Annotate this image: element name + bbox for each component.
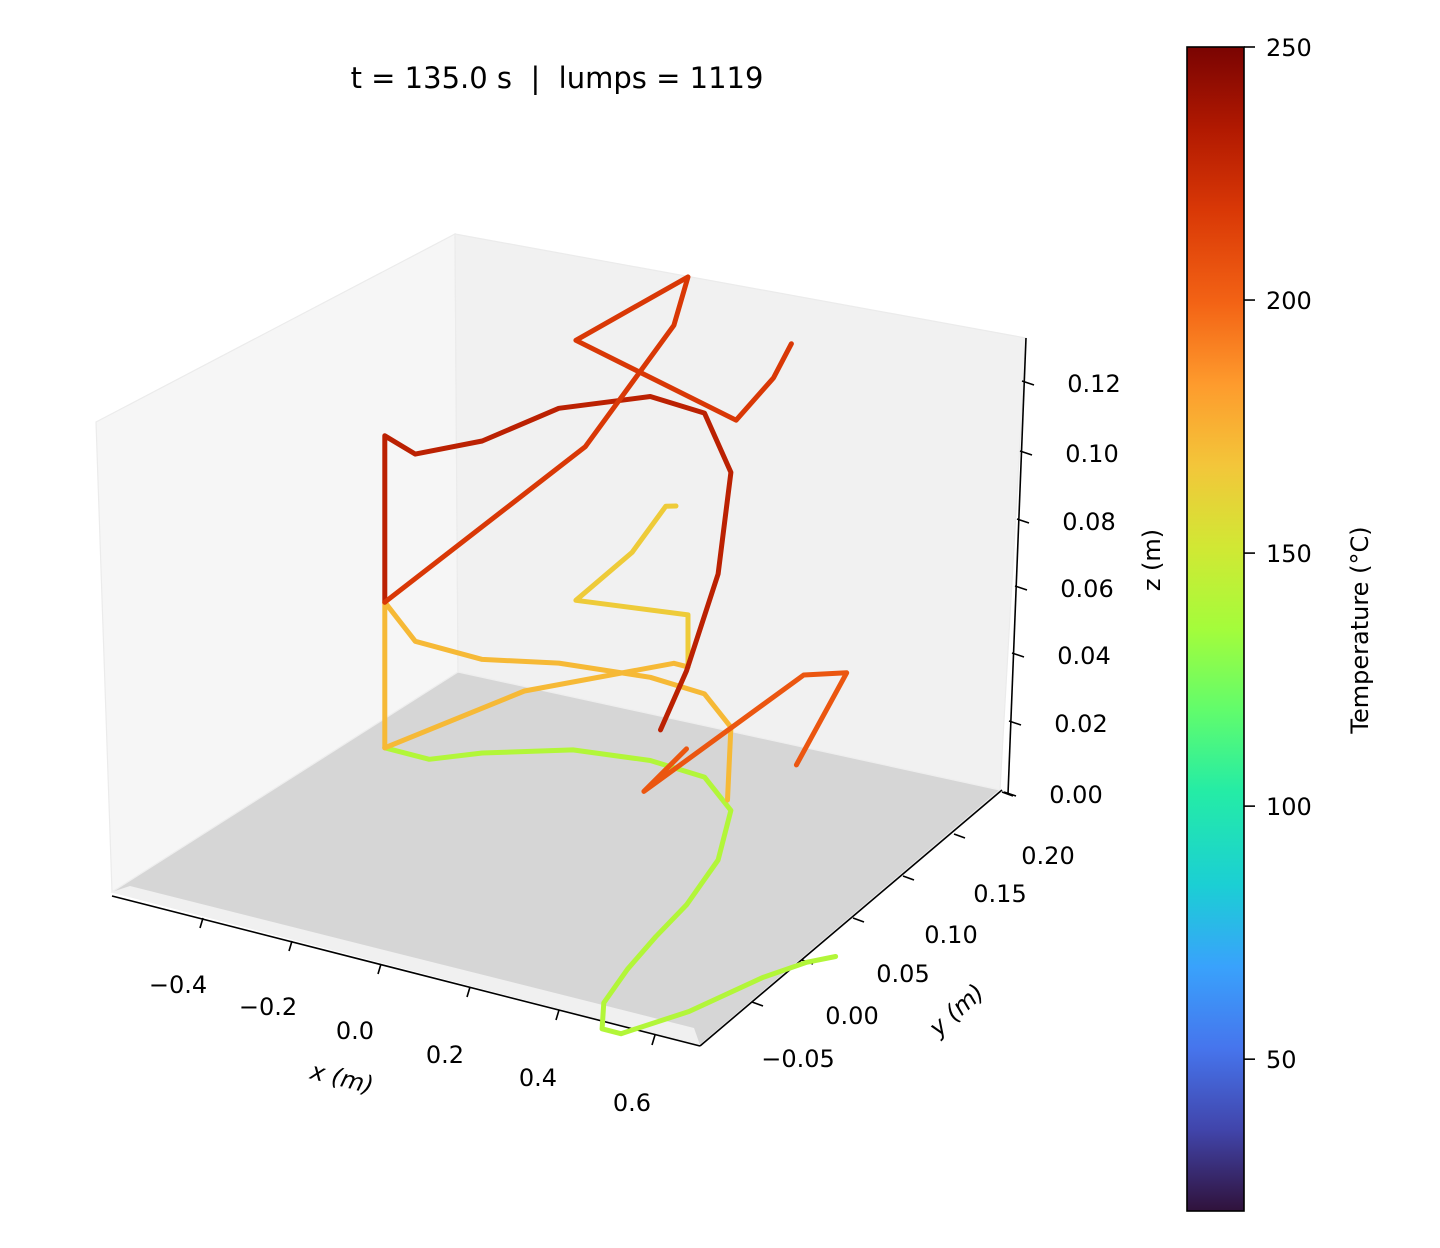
z-ticks: 0.00 0.02 0.04 0.06 0.08 0.10 0.12 — [1003, 370, 1121, 809]
x-tick — [651, 1034, 656, 1046]
y-ticks: −0.05 0.00 0.05 0.10 0.15 0.20 — [751, 791, 1075, 1073]
z-tick-label: 0.02 — [1054, 710, 1107, 738]
chart-title: t = 135.0 s | lumps = 1119 — [351, 61, 764, 95]
y-tick-label: 0.05 — [876, 960, 929, 988]
trace-line — [382, 745, 839, 1037]
trace-line — [382, 599, 734, 803]
colorbar-tick-label: 50 — [1266, 1046, 1297, 1074]
trace-line — [382, 394, 734, 733]
colorbar-tick-label: 200 — [1266, 287, 1312, 315]
trace-line — [382, 274, 794, 605]
y-tick-label: 0.20 — [1021, 842, 1074, 870]
y-tick — [751, 1001, 764, 1007]
y-tick-label: 0.10 — [924, 921, 977, 949]
y-tick — [902, 875, 915, 881]
colorbar-tick-label: 100 — [1266, 793, 1312, 821]
z-tick-label: 0.10 — [1065, 440, 1118, 468]
z-tick — [1016, 518, 1030, 524]
x-tick — [377, 963, 382, 975]
colorbar — [1186, 46, 1245, 1212]
y-tick-label: −0.05 — [761, 1045, 835, 1073]
y-tick-label: 0.15 — [973, 880, 1026, 908]
z-tick-label: 0.00 — [1049, 781, 1102, 809]
z-tick-label: 0.08 — [1062, 508, 1115, 536]
x-tick — [555, 1009, 560, 1021]
x-tick-label: 0.0 — [336, 1017, 374, 1045]
colorbar-tick-label: 250 — [1266, 34, 1312, 62]
trace-line — [573, 503, 691, 670]
colorbar-label: Temperature (°C) — [1346, 526, 1374, 734]
y-tick — [852, 917, 865, 923]
z-tick — [1003, 791, 1017, 797]
z-tick — [1008, 720, 1022, 726]
x-tick-label: 0.4 — [519, 1064, 557, 1092]
trace-line — [382, 660, 691, 751]
y-axis-line — [699, 789, 1003, 1047]
x-axis-label: x (m) — [307, 1057, 377, 1100]
z-tick — [1021, 380, 1035, 386]
y-tick — [953, 833, 966, 839]
y-tick-label: 0.00 — [825, 1002, 878, 1030]
trace-line — [641, 670, 850, 794]
z-tick-label: 0.06 — [1060, 575, 1113, 603]
data-traces — [382, 274, 850, 1037]
x-tick-label: −0.2 — [239, 993, 297, 1021]
z-tick-label: 0.04 — [1057, 642, 1110, 670]
x-tick — [199, 917, 204, 929]
x-tick-label: 0.6 — [613, 1089, 651, 1117]
z-axis-label: z (m) — [1138, 529, 1166, 591]
z-tick — [1011, 652, 1025, 658]
x-tick-label: −0.4 — [149, 971, 207, 999]
z-axis-line — [1007, 337, 1027, 795]
x-ticks: −0.4 −0.2 0.0 0.2 0.4 0.6 — [149, 917, 656, 1117]
x-tick-label: 0.2 — [426, 1041, 464, 1069]
floor-edge-strip — [112, 886, 700, 1045]
z-tick — [1014, 585, 1028, 591]
x-tick — [288, 940, 293, 952]
colorbar-tick-label: 150 — [1266, 540, 1312, 568]
z-tick-label: 0.12 — [1067, 370, 1120, 398]
y-axis-label: y (m) — [923, 978, 990, 1042]
z-tick — [1019, 450, 1033, 456]
colorbar-ticks: 50 100 150 200 250 — [1244, 34, 1312, 1074]
x-tick — [466, 986, 471, 998]
